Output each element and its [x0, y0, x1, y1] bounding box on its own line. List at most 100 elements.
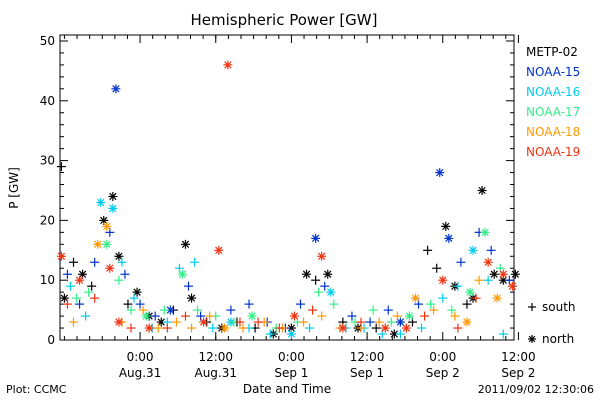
data-point-north — [465, 287, 475, 297]
data-point-north — [435, 168, 445, 178]
legend-entry: NOAA-17 — [526, 105, 580, 119]
data-point-south — [299, 317, 309, 327]
data-point-north — [444, 233, 454, 243]
data-point-south — [417, 323, 427, 333]
data-point-north — [247, 311, 257, 321]
data-point-north — [223, 60, 233, 70]
data-point-south — [135, 299, 145, 309]
data-point-north — [108, 203, 118, 213]
data-point-north — [177, 269, 187, 279]
data-point-south — [126, 323, 136, 333]
data-point-south — [308, 305, 318, 315]
data-point-south — [432, 263, 442, 273]
x-tick-label-time: 12:00 — [501, 350, 536, 364]
x-tick-label-date: Sep 2 — [501, 366, 535, 380]
data-point-south — [150, 311, 160, 321]
data-point-north — [59, 293, 69, 303]
data-point-north — [99, 215, 109, 225]
data-point-south — [193, 305, 203, 315]
data-point-south — [438, 293, 448, 303]
data-point-north — [507, 281, 517, 291]
data-point-south — [426, 299, 436, 309]
x-tick-label-time: 12:00 — [350, 350, 385, 364]
marker-key-south-label: south — [542, 300, 576, 314]
data-point-north — [75, 275, 85, 285]
data-point-south — [314, 287, 324, 297]
data-point-north — [326, 287, 336, 297]
data-point-north — [102, 239, 112, 249]
data-point-south — [320, 281, 330, 291]
data-point-south — [265, 329, 275, 339]
data-point-south — [295, 299, 305, 309]
data-point-south — [84, 287, 94, 297]
data-point-north — [480, 227, 490, 237]
data-point-south — [305, 323, 315, 333]
data-point-south — [90, 293, 100, 303]
data-point-south — [62, 299, 72, 309]
data-point-south — [453, 281, 463, 291]
legend-entry: NOAA-15 — [526, 65, 580, 79]
data-point-south — [474, 275, 484, 285]
plot-timestamp: 2011/09/02 12:30:06 — [478, 383, 594, 396]
data-point-north — [220, 323, 230, 333]
data-point-north — [187, 293, 197, 303]
x-tick-label-time: 0:00 — [278, 350, 305, 364]
data-point-south — [374, 317, 384, 327]
y-tick-label: 40 — [40, 94, 55, 108]
data-point-north — [489, 269, 499, 279]
plot-frame — [59, 34, 515, 341]
data-point-south — [81, 311, 91, 321]
data-point-north — [132, 287, 142, 297]
data-point-south — [450, 311, 460, 321]
data-point-south — [253, 317, 263, 327]
data-point-north — [498, 269, 508, 279]
x-tick-label-date: Aug.31 — [119, 366, 162, 380]
data-point-south — [187, 323, 197, 333]
data-point-north — [165, 305, 175, 315]
data-point-south — [356, 317, 366, 327]
data-point-north — [141, 311, 151, 321]
x-tick-label-time: 12:00 — [198, 350, 233, 364]
legend-entry: NOAA-18 — [526, 125, 580, 139]
legend-entry: NOAA-16 — [526, 85, 580, 99]
x-axis-label: Date and Time — [243, 382, 331, 396]
data-point-south — [483, 275, 493, 285]
x-tick-label-date: Sep 2 — [426, 366, 460, 380]
data-point-north — [214, 245, 224, 255]
data-point-south — [126, 305, 136, 315]
data-point-south — [75, 299, 85, 309]
data-point-south — [153, 323, 163, 333]
data-point-north — [114, 251, 124, 261]
legend-entry: METP-02 — [526, 45, 578, 59]
marker-key-south: south — [528, 300, 576, 314]
data-point-north — [289, 311, 299, 321]
data-point-north — [492, 293, 502, 303]
data-point-south — [329, 299, 339, 309]
data-point-south — [180, 311, 190, 321]
data-point-south — [114, 275, 124, 285]
data-point-north — [302, 269, 312, 279]
chart-title: Hemispheric Power [GW] — [191, 11, 378, 29]
data-point-south — [311, 275, 321, 285]
data-point-north — [144, 323, 154, 333]
data-point-south — [138, 305, 148, 315]
data-point-north — [510, 269, 520, 279]
data-point-north — [311, 233, 321, 243]
data-point-north — [111, 84, 121, 94]
data-point-north — [401, 323, 411, 333]
data-point-south — [365, 317, 375, 327]
data-point-south — [208, 323, 218, 333]
data-point-south — [87, 281, 97, 291]
data-point-south — [420, 311, 430, 321]
data-point-south — [453, 323, 463, 333]
data-point-north — [389, 329, 399, 339]
data-point-south — [90, 257, 100, 267]
data-point-north — [93, 239, 103, 249]
data-point-north — [317, 251, 327, 261]
x-tick-label-date: Aug.31 — [194, 366, 237, 380]
y-axis: 0 10 20 30 40 50 — [40, 34, 514, 347]
data-point-south — [498, 329, 508, 339]
data-point-south — [162, 323, 172, 333]
data-point-south — [383, 305, 393, 315]
data-point-north — [404, 311, 414, 321]
